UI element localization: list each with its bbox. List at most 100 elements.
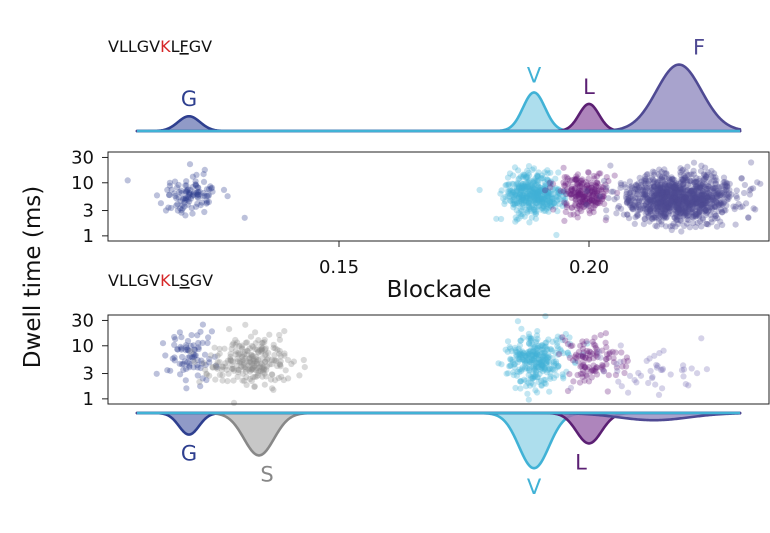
- top-scatter-point-g: [175, 181, 182, 189]
- top-scatter-point-v: [551, 200, 558, 207]
- bottom-scatter-point-l: [618, 349, 625, 356]
- top-scatter-point-v: [533, 189, 540, 196]
- top-scatter-point-f: [674, 196, 681, 203]
- top-scatter-point-v: [541, 183, 549, 190]
- top-scatter-point-f: [644, 195, 651, 202]
- top-scatter-point-f: [611, 196, 618, 203]
- top-scatter-point-v: [521, 213, 528, 220]
- top-scatter-point-f: [699, 201, 706, 208]
- bottom-scatter-point-s: [230, 399, 238, 406]
- top-scatter-point-f: [666, 181, 673, 189]
- top-scatter-point-f: [661, 190, 668, 197]
- top-scatter-point-f: [715, 208, 722, 215]
- top-scatter-point-f: [657, 185, 664, 192]
- top-scatter-point-v: [507, 188, 514, 195]
- top-scatter-point-f: [701, 183, 708, 190]
- top-scatter-point-v: [532, 197, 539, 204]
- top-scatter-point-v: [544, 203, 551, 210]
- top-scatter-point-l: [572, 196, 580, 203]
- top-scatter-point-v: [526, 187, 533, 195]
- top-scatter-point-f: [671, 205, 678, 213]
- top-scatter-point-v: [521, 183, 529, 190]
- bottom-scatter-point-s: [213, 362, 220, 369]
- bottom-scatter-point-l: [579, 338, 586, 345]
- top-scatter-point-v: [540, 202, 547, 209]
- top-scatter-point-l: [573, 173, 580, 180]
- bottom-scatter-point-f: [651, 352, 658, 359]
- top-scatter-point-f: [657, 192, 665, 199]
- top-scatter-point-l: [577, 183, 584, 190]
- top-scatter-point-g: [194, 184, 201, 191]
- top-scatter-point-v: [531, 209, 538, 216]
- top-scatter-point-f: [670, 198, 677, 205]
- top-scatter-point-v: [509, 187, 516, 194]
- top-scatter-point-l: [591, 199, 598, 206]
- top-scatter-point-f: [705, 207, 713, 214]
- top-scatter-point-v: [537, 184, 544, 192]
- top-scatter-point-g: [193, 189, 200, 196]
- top-scatter-point-f: [733, 192, 740, 200]
- top-scatter-point-f: [686, 190, 693, 197]
- top-scatter-point-v: [524, 179, 531, 186]
- top-scatter-point-l: [588, 188, 595, 195]
- top-scatter-point-f: [682, 197, 689, 204]
- top-scatter-plot: [124, 159, 764, 239]
- top-scatter-point-f: [697, 168, 705, 175]
- top-scatter-point-v: [532, 186, 539, 193]
- top-scatter-point-f: [679, 185, 687, 193]
- top-scatter-point-f: [650, 214, 657, 221]
- top-scatter-point-f: [724, 194, 731, 201]
- bottom-scatter-point-s: [261, 336, 268, 343]
- top-scatter-point-f: [658, 192, 665, 199]
- top-scatter-point-l: [591, 188, 598, 195]
- top-scatter-point-f: [708, 205, 715, 212]
- top-scatter-point-l: [583, 195, 591, 202]
- top-scatter-point-f: [683, 169, 690, 176]
- top-scatter-point-f: [672, 190, 679, 197]
- top-scatter-point-f: [638, 178, 645, 185]
- top-scatter-point-l: [581, 203, 588, 210]
- top-scatter-point-f: [663, 170, 670, 177]
- bottom-scatter-point-s: [252, 329, 259, 336]
- top-scatter-point-l: [561, 174, 568, 181]
- top-scatter-point-f: [674, 188, 681, 195]
- top-scatter-point-v: [519, 181, 526, 188]
- top-scatter-point-f: [678, 228, 685, 235]
- top-scatter-point-g: [205, 186, 213, 193]
- top-scatter-point-f: [703, 185, 711, 192]
- top-scatter-point-v: [509, 172, 517, 179]
- top-scatter-point-f: [689, 208, 696, 215]
- top-scatter-point-f: [710, 185, 717, 192]
- top-scatter-point-f: [640, 191, 647, 198]
- top-scatter-point-f: [672, 186, 679, 193]
- top-scatter-point-l: [560, 164, 567, 171]
- bottom-scatter-point-s: [226, 326, 233, 333]
- top-scatter-point-f: [626, 202, 634, 209]
- top-scatter-point-g: [174, 207, 181, 214]
- top-scatter-point-v: [538, 172, 546, 179]
- top-scatter-point-f: [660, 199, 667, 206]
- top-scatter-point-v: [527, 196, 534, 203]
- top-scatter-point-v: [519, 194, 526, 201]
- top-scatter-point-v: [511, 194, 518, 201]
- top-scatter-point-v: [535, 193, 542, 200]
- top-scatter-point-l: [582, 201, 589, 208]
- top-scatter-point-v: [523, 183, 531, 191]
- top-scatter-point-f: [663, 188, 670, 195]
- top-scatter-point-f: [686, 195, 693, 202]
- bottom-scatter-point-v: [553, 372, 560, 379]
- top-scatter-point-l: [568, 191, 575, 198]
- top-scatter-point-l: [563, 174, 570, 181]
- top-scatter-point-g: [194, 191, 201, 198]
- top-scatter-point-f: [682, 204, 690, 212]
- top-scatter-point-f: [690, 167, 697, 174]
- top-scatter-point-v: [518, 184, 525, 192]
- bottom-scatter-point-v: [524, 390, 531, 397]
- top-scatter-point-g: [173, 202, 180, 209]
- top-scatter-point-f: [720, 179, 727, 186]
- top-scatter-point-l: [568, 191, 575, 198]
- top-scatter-point-v: [520, 171, 527, 178]
- top-scatter-point-f: [754, 179, 761, 186]
- top-scatter-point-l: [576, 194, 583, 202]
- top-scatter-point-l: [589, 187, 596, 194]
